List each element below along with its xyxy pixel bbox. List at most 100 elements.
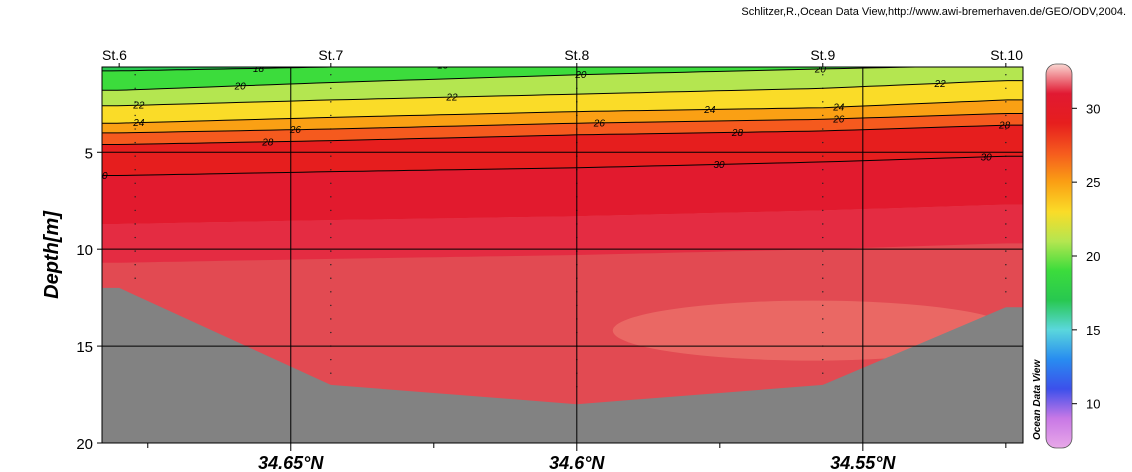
temperature-band	[102, 113, 1023, 145]
sample-dot	[134, 114, 136, 117]
temperature-band	[102, 156, 1023, 224]
sample-dot	[330, 155, 332, 157]
temperature-band	[102, 67, 916, 91]
contour-label: 30	[96, 171, 108, 182]
sample-dot	[330, 331, 332, 334]
contour-line	[102, 113, 1023, 134]
sample-dot	[134, 74, 136, 76]
sample-dot	[134, 250, 136, 252]
contour-label: 28	[261, 137, 274, 148]
sample-dot	[1005, 277, 1007, 279]
contour-label: 30	[714, 160, 726, 171]
sample-dot	[1005, 209, 1007, 212]
temperature-band	[102, 125, 1023, 176]
sample-dot	[1005, 87, 1007, 90]
station-label: St.7	[318, 47, 343, 63]
y-tick-label: 5	[85, 145, 93, 162]
x-tick-label: 34.55°N	[830, 453, 896, 472]
contour-label: 20	[814, 64, 827, 75]
sample-dot	[822, 263, 824, 266]
plot-frame	[101, 66, 1024, 444]
sample-dot	[822, 182, 824, 184]
sample-dot	[330, 318, 332, 320]
contour-line	[102, 155, 1023, 176]
sample-dot	[134, 87, 136, 90]
sample-dot	[822, 372, 824, 374]
sample-dot	[330, 304, 332, 307]
sample-dot	[1005, 74, 1007, 76]
station-label: St.9	[810, 47, 835, 63]
sample-dot	[330, 277, 332, 279]
contour-label: 24	[132, 118, 145, 129]
colorbar-tick-label: 20	[1086, 249, 1100, 264]
contour-line	[102, 80, 1023, 107]
sample-dot	[822, 169, 824, 171]
sample-dot	[330, 263, 332, 266]
sample-dot	[330, 196, 332, 198]
sample-dot	[1005, 196, 1007, 198]
contour-label: 22	[445, 93, 458, 104]
sample-dot	[822, 155, 824, 157]
sample-dot	[822, 223, 824, 225]
warm-patch	[612, 300, 1013, 361]
sample-dot	[1005, 250, 1007, 252]
sample-dot	[1005, 223, 1007, 225]
sample-dot	[134, 209, 136, 212]
contour-label: 26	[289, 125, 302, 136]
sample-dot	[134, 101, 136, 103]
contour-label: 24	[703, 105, 716, 116]
sample-dot	[1005, 101, 1007, 103]
contour-line	[102, 67, 364, 72]
colorbar	[1045, 63, 1073, 449]
sample-dot	[822, 250, 824, 252]
sample-dot	[822, 101, 824, 103]
contour-label: 28	[731, 128, 744, 139]
sample-dot	[330, 141, 332, 144]
sample-dot	[330, 250, 332, 252]
sample-dot	[330, 182, 332, 184]
sample-dot	[134, 236, 136, 239]
sample-dot	[822, 291, 824, 293]
y-tick-label: 10	[76, 242, 93, 259]
y-tick-label: 20	[76, 436, 93, 453]
sample-dot	[330, 169, 332, 171]
sample-dot	[1005, 114, 1007, 117]
sample-dot	[330, 101, 332, 103]
temperature-band	[102, 99, 1023, 133]
contour-line	[102, 99, 1023, 124]
contour-line	[102, 124, 1023, 145]
y-axis-label: Depth[m]	[41, 210, 63, 299]
sample-dot	[134, 263, 136, 266]
sample-dot	[1005, 263, 1007, 266]
contour-label: 22	[132, 101, 145, 112]
contour-label: 24	[832, 103, 845, 114]
sample-dot	[822, 114, 824, 117]
sample-dot	[822, 209, 824, 212]
colorbar-tick-label: 10	[1086, 397, 1100, 412]
sample-dot	[1005, 141, 1007, 144]
sample-dot	[134, 141, 136, 144]
sample-dot	[134, 128, 136, 130]
sample-dot	[822, 304, 824, 307]
sample-dot	[330, 372, 332, 374]
sample-dot	[822, 358, 824, 361]
temperature-band	[102, 80, 1023, 124]
sample-dot	[134, 196, 136, 198]
sample-dot	[134, 223, 136, 225]
temperature-band	[102, 204, 1023, 263]
contour-label: 26	[832, 114, 845, 125]
sample-dot	[134, 182, 136, 184]
sample-dot	[1005, 128, 1007, 130]
temperature-band	[102, 67, 1023, 106]
contour-label: 22	[934, 79, 947, 90]
contour-label: 26	[593, 118, 606, 129]
x-tick-label: 34.6°N	[549, 453, 605, 472]
x-tick-label: 34.65°N	[258, 453, 324, 472]
sample-dot	[330, 74, 332, 76]
sample-dot	[330, 114, 332, 117]
contour-label: 28	[998, 121, 1011, 132]
seafloor	[102, 287, 1023, 443]
sample-dot	[822, 74, 824, 76]
station-label: St.10	[990, 47, 1023, 63]
